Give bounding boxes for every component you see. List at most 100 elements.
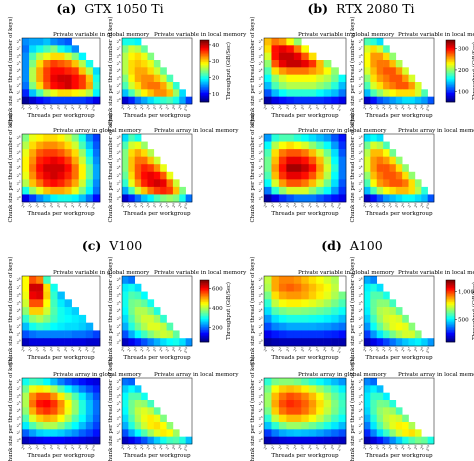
heatmap-cell — [43, 291, 51, 300]
heatmap-cell — [172, 82, 180, 90]
x-tick: 20 — [120, 104, 125, 111]
heatmap-cell — [78, 322, 87, 331]
y-tick-label: 23 — [117, 315, 121, 321]
heatmap-cell — [370, 291, 378, 300]
x-tick-label: 21 — [126, 346, 133, 353]
heatmap-cell — [389, 422, 397, 430]
y-tick-label: 26 — [17, 393, 21, 399]
heatmap-cell — [383, 164, 390, 173]
x-tick: 26 — [307, 346, 314, 353]
x-tick-label: 26 — [307, 346, 314, 353]
heatmap-cell — [64, 164, 72, 173]
colorbar-step — [200, 74, 209, 76]
x-tick: 210 — [91, 104, 96, 112]
heatmap-cell — [264, 276, 272, 285]
heatmap-cell — [29, 179, 37, 188]
heatmap-cell — [57, 141, 65, 150]
heatmap-cell — [57, 179, 65, 188]
x-axis-label: Threads per workgroup — [271, 355, 339, 361]
heatmap-cell — [316, 89, 324, 97]
heatmap-cell — [293, 314, 302, 323]
y-tick-label: 24 — [17, 68, 21, 74]
y-tick-label: 26 — [259, 149, 263, 155]
x-axis-label: Threads per workgroup — [123, 113, 191, 119]
heatmap-cell — [85, 422, 94, 430]
heatmap-cell — [78, 164, 87, 173]
x-tick-label: 210 — [90, 202, 98, 210]
heatmap-cell — [22, 422, 30, 430]
x-tick-label: 24 — [145, 444, 152, 451]
heatmap-cell — [323, 186, 332, 195]
heatmap-cell — [264, 194, 272, 203]
x-tick-label: 29 — [419, 202, 426, 209]
y-tick-label: 20 — [117, 437, 121, 443]
heatmap-cell — [364, 400, 371, 408]
heatmap-cell — [160, 436, 167, 445]
heatmap-cell — [370, 330, 378, 339]
heatmap-cell — [134, 299, 142, 308]
heatmap-cell — [271, 392, 280, 401]
x-tick-label: 24 — [387, 104, 394, 111]
heatmap-cell — [64, 82, 72, 90]
y-tick-label: 22 — [359, 323, 363, 329]
heatmap-cell — [71, 149, 80, 157]
y-tick-label: 28 — [17, 38, 21, 44]
heatmap-cell — [92, 330, 101, 339]
heatmap-cell — [22, 429, 30, 437]
x-tick-label: 24 — [145, 346, 152, 353]
heatmap-cell — [57, 38, 65, 46]
heatmap-cell — [36, 291, 44, 300]
heatmap-cell — [264, 134, 272, 142]
x-tick-label: 29 — [177, 444, 184, 451]
heatmap-cell — [370, 338, 378, 347]
heatmap-cell — [92, 74, 101, 83]
heatmap-cell — [278, 392, 287, 401]
heatmap-cell — [57, 407, 65, 415]
x-tick-label: 25 — [299, 444, 306, 451]
x-tick-label: 23 — [284, 202, 291, 209]
heatmap-cell — [293, 164, 302, 173]
colorbar-step — [200, 293, 209, 296]
heatmap-cell — [308, 407, 317, 415]
x-tick: 26 — [308, 202, 313, 209]
heatmap-cell — [316, 179, 324, 188]
x-tick-label: 22 — [277, 104, 284, 111]
colorbar-step — [200, 329, 209, 332]
heatmap-cell — [43, 171, 51, 180]
x-tick: 24 — [49, 202, 54, 209]
heatmap-cell — [147, 52, 155, 61]
heatmap-cell — [43, 422, 51, 430]
heatmap-cell — [71, 422, 80, 430]
y-tick-label: 26 — [359, 53, 363, 59]
heatmap-cell — [22, 67, 30, 75]
heatmap-cell — [293, 194, 302, 203]
heatmap-cell — [293, 134, 302, 142]
heatmap-cell — [364, 141, 371, 150]
x-tick: 22 — [375, 346, 380, 353]
x-axis-label: Threads per workgroup — [271, 453, 339, 459]
heatmap-cell — [92, 179, 101, 188]
heatmap-cell — [29, 400, 37, 408]
heatmap-cell — [376, 179, 384, 188]
y-tick-label: 21 — [259, 187, 263, 193]
heatmap-cell — [301, 414, 310, 423]
heatmap-cell — [92, 429, 101, 437]
heatmap-cell — [134, 283, 142, 292]
heatmap-cell — [331, 400, 339, 408]
heatmap-cell — [338, 429, 347, 437]
heatmap-cell — [64, 74, 72, 83]
heatmap-cell — [122, 314, 129, 323]
colorbar-step — [200, 49, 209, 52]
colorbar-step — [200, 321, 209, 324]
heatmap-cell — [271, 164, 280, 173]
colorbar-step — [446, 89, 455, 92]
x-tick: 27 — [407, 202, 412, 209]
heatmap-cell — [402, 414, 409, 423]
heatmap-cell — [64, 378, 72, 386]
heatmap-cell — [122, 283, 129, 292]
heatmap-cell — [323, 407, 332, 415]
heatmap-cell — [364, 194, 371, 203]
heatmap-cell — [36, 141, 44, 150]
heatmap-cell — [36, 74, 44, 83]
panel-v100: (c) V100 Private variable in global memo… — [7, 238, 247, 461]
